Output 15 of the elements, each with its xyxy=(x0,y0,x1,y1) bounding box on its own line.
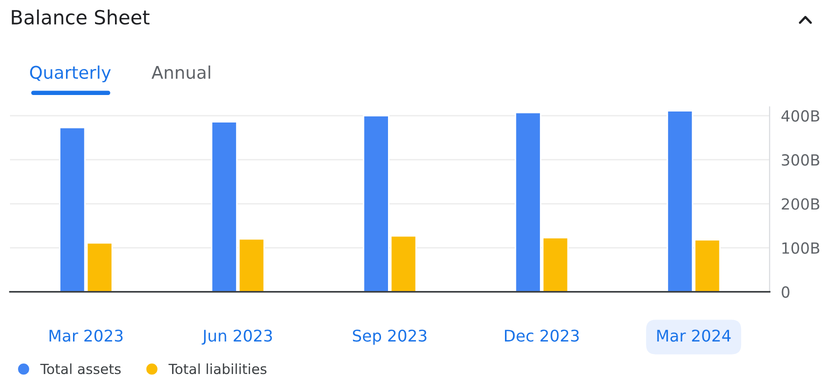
x-tick-label: Jun 2023 xyxy=(202,330,272,345)
x-tick-label: Sep 2023 xyxy=(352,330,426,345)
text: Annual xyxy=(152,66,210,79)
y-tick-label: 0 xyxy=(782,286,790,298)
text: Quarterly xyxy=(30,66,111,82)
y-tick-label: 200B xyxy=(782,198,820,210)
x-tick-label: Dec 2023 xyxy=(504,330,579,342)
y-tick-label: 400B xyxy=(781,110,820,122)
x-tick-label: Mar 2024 xyxy=(657,330,731,342)
legend-label: Total liabilities xyxy=(168,363,266,374)
y-tick-label: 300B xyxy=(782,154,820,166)
y-tick-label: 100B xyxy=(782,242,820,254)
legend-label: Total assets xyxy=(40,363,121,374)
chart-title: Balance Sheet xyxy=(12,10,150,25)
x-tick-label: Mar 2023 xyxy=(50,330,123,342)
